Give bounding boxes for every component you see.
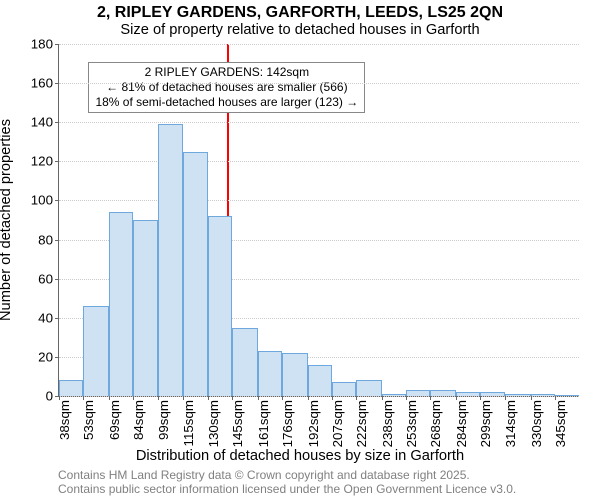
- histogram-bar: [208, 216, 232, 396]
- x-tick-label: 253sqm: [404, 400, 419, 447]
- y-axis-label: Number of detached properties: [0, 119, 14, 321]
- histogram-bar: [406, 390, 430, 396]
- annotation-line-1: 2 RIPLEY GARDENS: 142sqm: [95, 65, 358, 80]
- histogram-bar: [83, 306, 109, 396]
- histogram-bar: [183, 152, 207, 396]
- y-tick-label: 40: [38, 310, 53, 325]
- y-tick-mark: [55, 279, 59, 280]
- histogram-bar: [59, 380, 83, 396]
- footer-line-2: Contains public sector information licen…: [58, 482, 516, 496]
- chart-title: 2, RIPLEY GARDENS, GARFORTH, LEEDS, LS25…: [0, 4, 600, 22]
- y-tick-label: 60: [38, 271, 53, 286]
- gridline: [59, 44, 579, 45]
- x-tick-label: 330sqm: [529, 400, 544, 447]
- x-tick-label: 176sqm: [280, 400, 295, 447]
- histogram-bar: [356, 380, 382, 396]
- y-tick-mark: [55, 122, 59, 123]
- x-tick-label: 53sqm: [81, 400, 96, 440]
- x-tick-label: 145sqm: [230, 400, 245, 447]
- histogram-bar: [282, 353, 308, 396]
- chart-root: { "title_line1": "2, RIPLEY GARDENS, GAR…: [0, 0, 600, 500]
- y-tick-label: 20: [38, 349, 53, 364]
- gridline: [59, 200, 579, 201]
- y-tick-label: 180: [31, 37, 53, 52]
- histogram-bar: [531, 394, 555, 396]
- histogram-bar: [158, 124, 184, 396]
- x-tick-label: 115sqm: [181, 400, 196, 446]
- y-tick-mark: [55, 200, 59, 201]
- gridline: [59, 122, 579, 123]
- x-tick-label: 207sqm: [330, 400, 345, 447]
- y-tick-mark: [55, 240, 59, 241]
- y-tick-mark: [55, 83, 59, 84]
- gridline: [59, 396, 579, 397]
- chart-subtitle: Size of property relative to detached ho…: [0, 22, 600, 38]
- y-tick-label: 120: [31, 154, 53, 169]
- x-tick-label: 38sqm: [57, 400, 72, 440]
- annotation-line-2: ← 81% of detached houses are smaller (56…: [95, 80, 358, 95]
- footer-line-1: Contains HM Land Registry data © Crown c…: [58, 468, 470, 482]
- histogram-bar: [308, 365, 332, 396]
- x-tick-label: 268sqm: [428, 400, 443, 447]
- y-tick-mark: [55, 318, 59, 319]
- histogram-bar: [480, 392, 504, 396]
- gridline: [59, 83, 579, 84]
- y-tick-label: 100: [31, 193, 53, 208]
- x-tick-label: 284sqm: [454, 400, 469, 447]
- x-tick-label: 192sqm: [306, 400, 321, 447]
- y-tick-mark: [55, 357, 59, 358]
- histogram-bar: [555, 395, 579, 396]
- annotation-line-3: 18% of semi-detached houses are larger (…: [95, 95, 358, 110]
- gridline: [59, 161, 579, 162]
- x-tick-label: 222sqm: [354, 400, 369, 447]
- y-tick-mark: [55, 44, 59, 45]
- y-tick-mark: [55, 161, 59, 162]
- histogram-bar: [232, 328, 258, 396]
- y-tick-label: 0: [46, 389, 53, 404]
- plot-area: 2 RIPLEY GARDENS: 142sqm ← 81% of detach…: [58, 44, 579, 397]
- y-tick-label: 80: [38, 232, 53, 247]
- x-tick-label: 69sqm: [107, 400, 122, 440]
- histogram-bar: [258, 351, 282, 396]
- x-axis-label: Distribution of detached houses by size …: [0, 448, 600, 464]
- histogram-bar: [332, 382, 356, 396]
- x-tick-label: 99sqm: [156, 400, 171, 440]
- histogram-bar: [505, 394, 531, 396]
- x-tick-label: 314sqm: [503, 400, 518, 447]
- histogram-bar: [430, 390, 456, 396]
- histogram-bar: [456, 392, 480, 396]
- x-tick-label: 345sqm: [553, 400, 568, 447]
- x-tick-label: 84sqm: [131, 400, 146, 440]
- histogram-bar: [109, 212, 133, 396]
- x-tick-label: 161sqm: [256, 400, 271, 447]
- annotation-box: 2 RIPLEY GARDENS: 142sqm ← 81% of detach…: [88, 62, 365, 113]
- y-tick-label: 140: [31, 115, 53, 130]
- x-tick-label: 238sqm: [380, 400, 395, 447]
- x-tick-label: 130sqm: [206, 400, 221, 447]
- x-tick-label: 299sqm: [478, 400, 493, 447]
- histogram-bar: [133, 220, 157, 396]
- histogram-bar: [382, 394, 406, 396]
- y-tick-label: 160: [31, 76, 53, 91]
